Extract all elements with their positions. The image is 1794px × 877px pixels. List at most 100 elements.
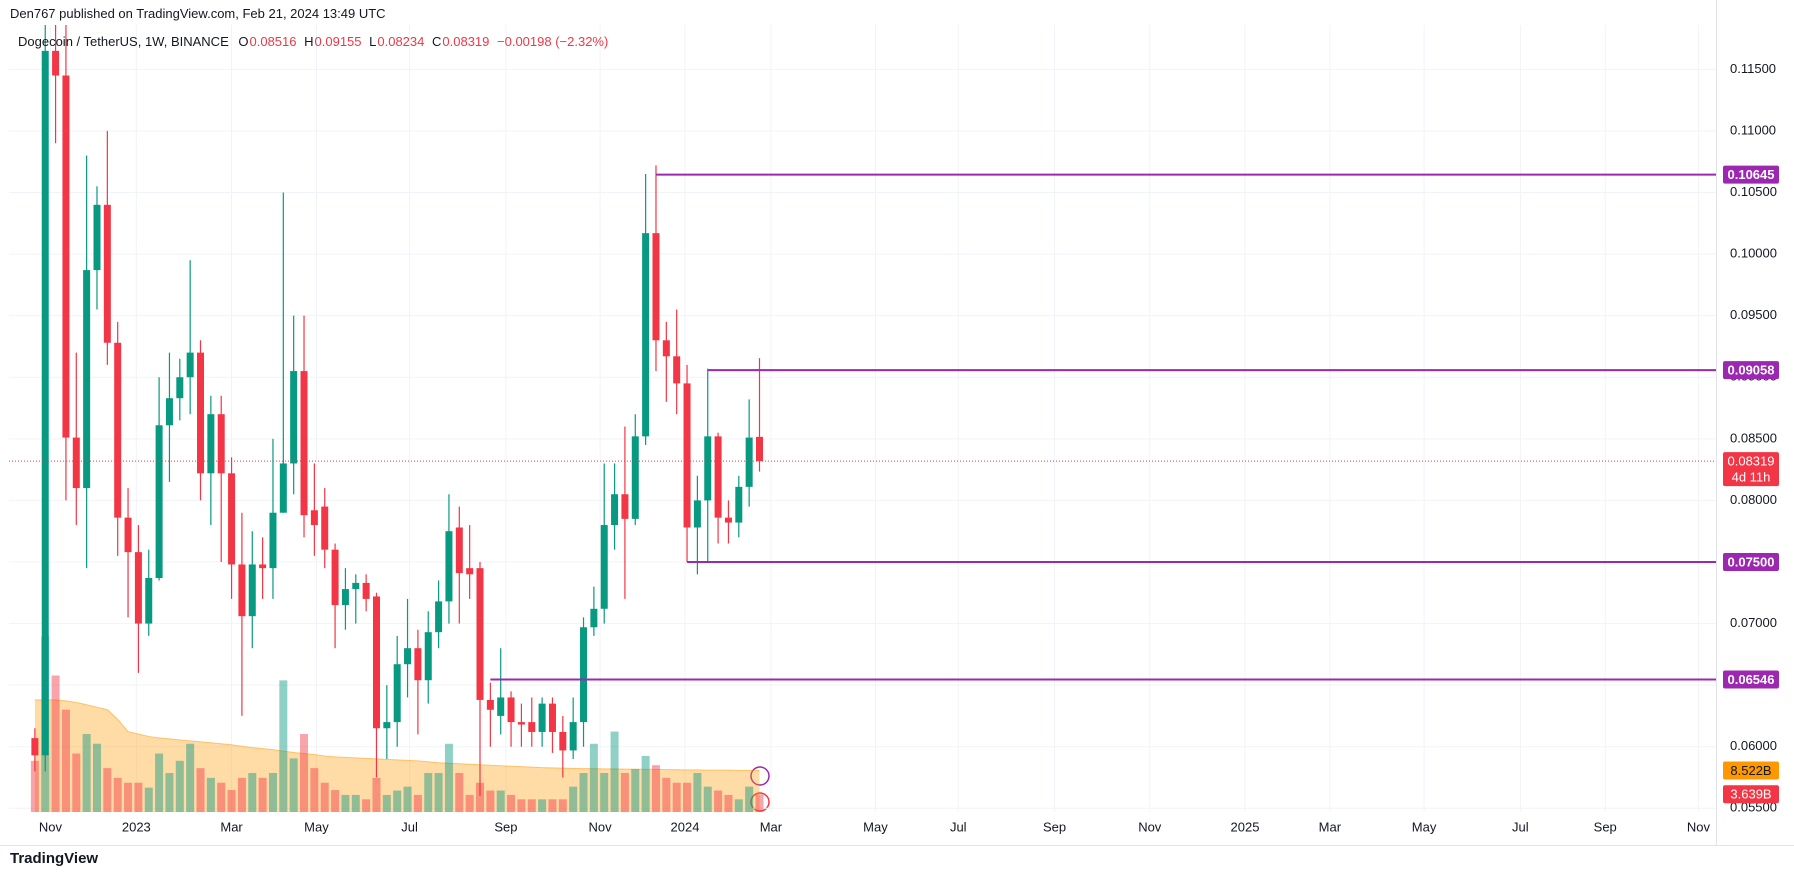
volume-bar xyxy=(258,777,267,812)
candle-body xyxy=(404,648,412,665)
volume-bar xyxy=(92,743,101,812)
legend-value: 0.08516 xyxy=(249,34,297,49)
candle-body xyxy=(424,632,432,681)
candle-body xyxy=(259,564,267,569)
volume-bar xyxy=(72,753,81,812)
volume-bar xyxy=(103,768,112,812)
x-tick-label: Nov xyxy=(589,819,613,834)
candle-body xyxy=(238,564,246,617)
level-label: 0.09058 xyxy=(1728,363,1775,378)
volume-bar xyxy=(155,753,164,812)
logo[interactable]: TradingView xyxy=(10,850,99,867)
volume-bar xyxy=(507,794,516,812)
candle-body xyxy=(673,356,681,384)
candle-body xyxy=(186,352,194,378)
candle-body xyxy=(72,437,80,489)
x-tick-label: Mar xyxy=(760,819,783,834)
volume-bar xyxy=(82,734,91,812)
x-tick-label: 2023 xyxy=(122,819,151,834)
price-label: 0.08319 xyxy=(1728,454,1775,469)
x-tick-label: Jul xyxy=(401,819,418,834)
level-label: 0.10645 xyxy=(1728,167,1775,182)
volume-bar xyxy=(217,782,226,812)
x-tick-label: May xyxy=(304,819,329,834)
volume-bar xyxy=(310,768,319,812)
volume-bar xyxy=(134,782,143,812)
legend-key: O xyxy=(238,34,249,49)
level-label-box xyxy=(1723,361,1779,380)
volume-ma-label-box xyxy=(1723,761,1779,780)
x-tick-label: Mar xyxy=(1319,819,1342,834)
candle-body xyxy=(466,568,474,575)
volume-bar xyxy=(320,782,329,812)
volume-bar xyxy=(693,773,702,812)
volume-bar xyxy=(465,794,474,812)
volume-bar xyxy=(486,790,495,812)
volume-bar xyxy=(372,777,381,812)
volume-bar xyxy=(403,786,412,812)
candle-body xyxy=(590,608,598,628)
volume-ma-area xyxy=(34,699,760,812)
level-label-box xyxy=(1723,552,1779,571)
legend-key: L xyxy=(369,34,377,49)
volume-label: 3.639B xyxy=(1730,787,1771,802)
volume-label-box xyxy=(1723,785,1779,804)
legend-change: −0.00198 (−2.32%) xyxy=(497,34,609,49)
volume-bar xyxy=(517,799,526,812)
volume-bar xyxy=(455,773,464,812)
volume-bar xyxy=(124,782,133,812)
y-tick-label: 0.09500 xyxy=(1730,307,1777,322)
plot xyxy=(9,25,1716,812)
candle-body xyxy=(248,564,256,617)
axis-border xyxy=(1716,0,1717,845)
candle-body xyxy=(455,527,463,574)
candle-body xyxy=(145,577,153,624)
axis-border xyxy=(0,845,1794,846)
x-tick-label: Sep xyxy=(1594,819,1617,834)
volume-bar xyxy=(186,743,195,812)
candle-body xyxy=(103,204,111,343)
legend: Dogecoin / TetherUS, 1W, BINANCE O0.0851… xyxy=(18,34,612,49)
volume-bar xyxy=(300,734,309,812)
volume-bar xyxy=(755,794,764,812)
x-tick-label: 2025 xyxy=(1231,819,1260,834)
y-tick-label: 0.07000 xyxy=(1730,615,1777,630)
legend-value: 0.08319 xyxy=(442,34,490,49)
candle-body xyxy=(155,425,163,578)
level-label: 0.06546 xyxy=(1728,672,1775,687)
y-tick-label: 0.05500 xyxy=(1730,800,1777,815)
candle-body xyxy=(745,437,753,487)
y-tick-label: 0.10000 xyxy=(1730,246,1777,261)
candle-body xyxy=(631,436,639,519)
event-icon[interactable] xyxy=(750,792,770,812)
volume-bar xyxy=(569,786,578,812)
volume-bar xyxy=(724,794,733,812)
candle-body xyxy=(414,648,422,681)
candle-body xyxy=(207,414,215,474)
candle-body xyxy=(290,371,298,464)
x-tick-label: Jul xyxy=(950,819,967,834)
volume-bar xyxy=(206,777,215,812)
volume-bar xyxy=(496,790,505,812)
event-icon[interactable] xyxy=(750,766,770,786)
candle-body xyxy=(528,722,536,732)
level-label-box xyxy=(1723,670,1779,689)
volume-bar xyxy=(610,731,619,812)
volume-bar xyxy=(30,760,39,812)
candle-body xyxy=(217,414,225,474)
publish-info: Den767 published on TradingView.com, Feb… xyxy=(10,6,386,21)
candle-body xyxy=(52,50,60,76)
volume-bar xyxy=(631,769,640,812)
candle-body xyxy=(383,722,391,729)
volume-bar xyxy=(683,782,692,812)
volume-bar xyxy=(331,790,340,812)
candle-body xyxy=(652,233,660,341)
candle-body xyxy=(548,703,556,732)
candle-body xyxy=(683,383,691,528)
volume-bar xyxy=(382,794,391,812)
volume-bar xyxy=(579,773,588,812)
legend-value: 0.09155 xyxy=(314,34,362,49)
volume-bar xyxy=(434,773,443,812)
candle-body xyxy=(41,50,49,756)
